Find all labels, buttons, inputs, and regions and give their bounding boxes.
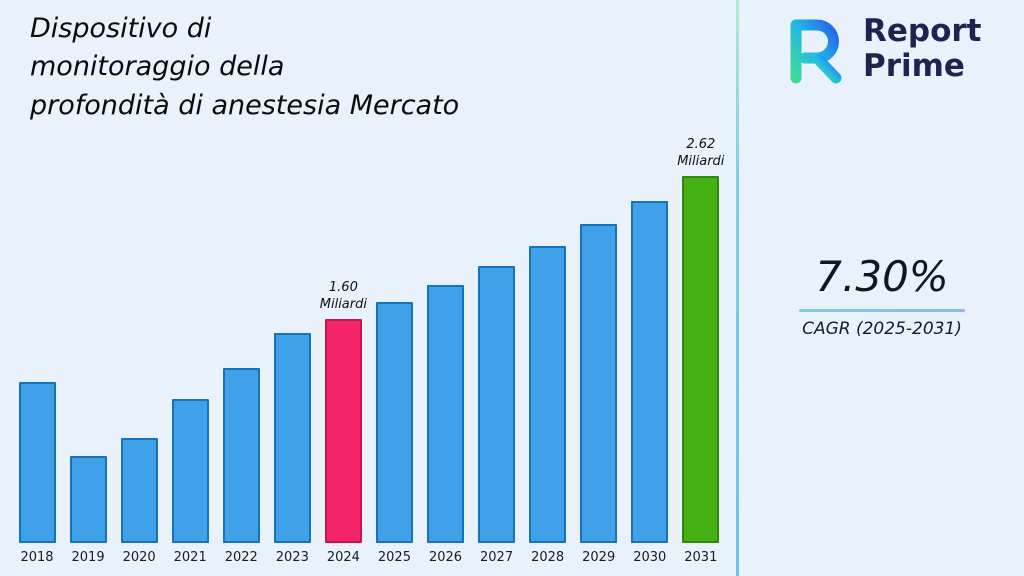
x-axis-label-2026: 2026 bbox=[428, 550, 463, 565]
bar-column-2018: 2018 bbox=[12, 382, 62, 566]
cagr-value: 7.30% bbox=[815, 252, 949, 301]
x-axis-label-2029: 2029 bbox=[582, 550, 616, 565]
page-title: Dispositivo di monitoraggio della profon… bbox=[30, 10, 630, 125]
page-title-line-1: Dispositivo di bbox=[30, 13, 212, 44]
bar-2025 bbox=[375, 302, 413, 543]
divider-line bbox=[736, 0, 739, 576]
bar-column-2023: 2023 bbox=[267, 333, 317, 566]
bar-2029 bbox=[580, 224, 618, 543]
x-axis-label-2027: 2027 bbox=[480, 550, 514, 565]
x-axis-label-2021: 2021 bbox=[173, 550, 207, 565]
bar-column-2024: 1.60 Miliardi 2024 bbox=[318, 280, 368, 566]
x-axis-label-2031: 2031 bbox=[684, 550, 718, 565]
brand-name-line-1: Report bbox=[863, 13, 982, 50]
bar-2030 bbox=[631, 201, 669, 543]
reportprime-logo bbox=[790, 19, 842, 84]
brand-name: Report Prime bbox=[863, 14, 982, 83]
bar-column-2019: 2019 bbox=[63, 456, 113, 566]
bar-value-label-2031: 2.62 Miliardi bbox=[677, 137, 725, 170]
bar-column-2020: 2020 bbox=[114, 438, 164, 566]
bar-2026 bbox=[427, 285, 464, 543]
bar-2018 bbox=[18, 382, 56, 543]
bar-chart: 2018 2019 2020 2021 2022 2023 1.60 Miliardi 2024… bbox=[12, 137, 726, 566]
bar-2021 bbox=[171, 399, 209, 543]
cagr-label: CAGR (2025-2031) bbox=[802, 319, 962, 339]
brand: Report Prime bbox=[779, 12, 982, 86]
bar-2028 bbox=[529, 246, 567, 543]
brand-name-line-2: Prime bbox=[863, 48, 965, 84]
x-axis-label-2022: 2022 bbox=[224, 550, 258, 565]
x-axis-label-2018: 2018 bbox=[20, 550, 54, 565]
bar-2031 bbox=[682, 176, 720, 543]
bar-2020 bbox=[120, 438, 158, 543]
page-title-line-2: monitoraggio della bbox=[30, 51, 285, 83]
bar-column-2026: 2026 bbox=[421, 285, 471, 566]
bar-2019 bbox=[69, 456, 107, 543]
bar-column-2031: 2.62 Miliardi 2031 bbox=[676, 137, 726, 566]
bar-column-2030: 2030 bbox=[625, 201, 675, 566]
bar-column-2021: 2021 bbox=[165, 399, 215, 566]
bar-column-2022: 2022 bbox=[216, 368, 266, 566]
x-axis-label-2024: 2024 bbox=[326, 550, 360, 565]
bar-2022 bbox=[222, 368, 260, 543]
x-axis-label-2019: 2019 bbox=[71, 550, 105, 565]
bar-value-label-2024: 1.60 Miliardi bbox=[319, 280, 367, 313]
x-axis-label-2020: 2020 bbox=[122, 550, 156, 565]
x-axis-label-2025: 2025 bbox=[377, 550, 411, 565]
bar-2024 bbox=[324, 319, 362, 543]
x-axis-label-2023: 2023 bbox=[275, 550, 309, 565]
bar-2023 bbox=[273, 333, 311, 543]
cagr-panel: 7.30% CAGR (2025-2031) bbox=[796, 252, 968, 339]
bar-column-2029: 2029 bbox=[574, 224, 624, 566]
bar-column-2028: 2028 bbox=[523, 246, 573, 566]
bar-column-2025: 2025 bbox=[369, 302, 419, 566]
cagr-underline bbox=[799, 309, 965, 312]
x-axis-label-2028: 2028 bbox=[531, 550, 565, 565]
bar-column-2027: 2027 bbox=[472, 266, 522, 566]
x-axis-label-2030: 2030 bbox=[633, 550, 667, 565]
bar-2027 bbox=[478, 266, 516, 543]
page-title-line-3: profondità di anestesia Mercato bbox=[30, 89, 460, 121]
